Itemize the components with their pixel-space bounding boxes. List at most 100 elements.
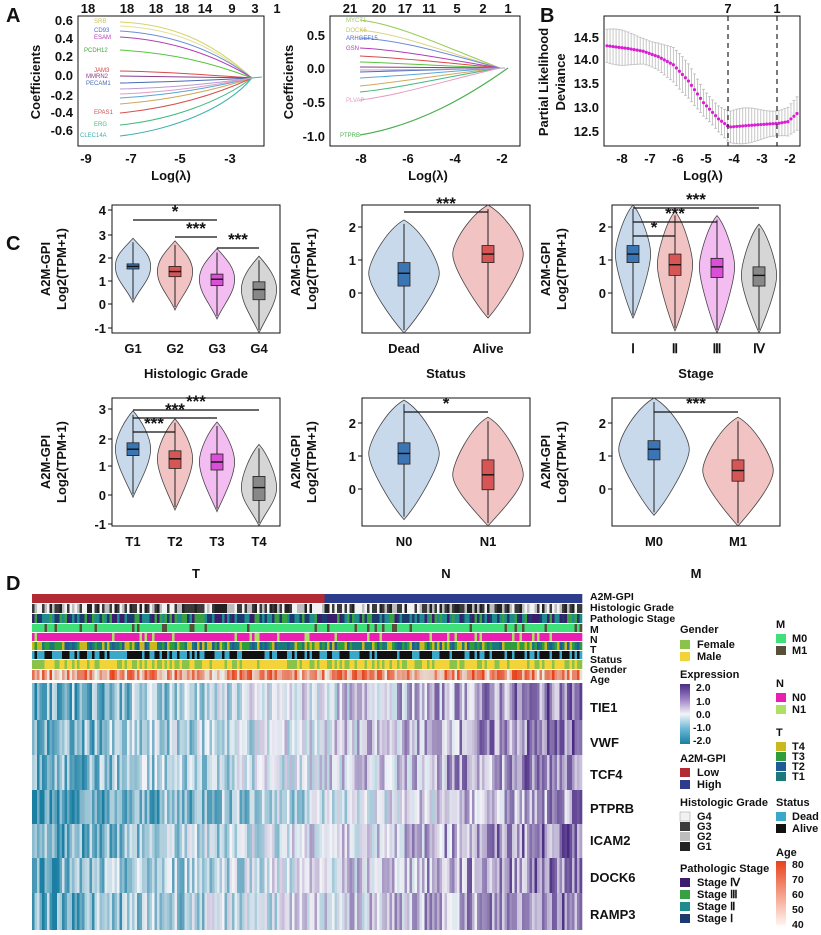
heatmap-cell: [324, 755, 328, 790]
annotation-cell: [179, 594, 183, 603]
heatmap-cell: [554, 893, 558, 930]
heatmap-cell: [414, 893, 418, 930]
annotation-cell: [224, 594, 228, 603]
heatmap-cell: [347, 790, 350, 824]
heatmap-cell: [529, 893, 533, 930]
annotation-cell: [52, 624, 55, 632]
annotation-cell: [259, 633, 263, 641]
heatmap-cell: [54, 720, 58, 755]
annotation-cell: [264, 604, 268, 613]
heatmap-cell: [422, 755, 425, 790]
annotation-cell: [354, 604, 358, 613]
annotation-cell: [54, 594, 58, 603]
heatmap-cell: [467, 683, 470, 720]
annotation-cell: [277, 670, 280, 680]
annotation-cell: [257, 594, 260, 603]
annotation-cell: [227, 670, 230, 680]
annotation-cell: [169, 633, 173, 641]
heatmap-cell: [44, 858, 48, 893]
heatmap-cell: [424, 720, 428, 755]
annotation-cell: [72, 642, 75, 650]
annotation-cell: [404, 624, 408, 632]
annotation-cell: [507, 604, 510, 613]
heatmap-cell: [572, 893, 575, 930]
annotation-cell: [154, 642, 158, 650]
heatmap-cell: [282, 755, 285, 790]
x-ticks: -9 -7 -5 -3: [80, 151, 236, 166]
annotation-cell: [64, 660, 68, 669]
annotation-cell: [372, 660, 375, 669]
annotation-cell: [274, 651, 278, 659]
heatmap-cell: [419, 893, 423, 930]
annotation-cell: [282, 642, 285, 650]
heatmap-cell: [117, 790, 120, 824]
annotation-cell: [332, 670, 335, 680]
annotation-cell: [229, 642, 233, 650]
heatmap-cell: [362, 683, 365, 720]
annotation-cell: [537, 633, 540, 641]
annotation-cell: [389, 642, 393, 650]
heatmap-cell: [59, 790, 63, 824]
annotation-cell: [362, 642, 365, 650]
annotation-cell: [237, 633, 240, 641]
annotation-cell: [157, 614, 160, 623]
heatmap-cell: [494, 858, 498, 893]
annotation-cell: [269, 594, 273, 603]
annotation-cell: [579, 614, 583, 623]
heatmap-cell: [409, 858, 413, 893]
annotation-cell: [319, 594, 323, 603]
heatmap-cell: [224, 683, 228, 720]
annotation-cell: [449, 614, 453, 623]
gene-label: CD93: [94, 28, 110, 34]
heatmap-cell: [452, 720, 455, 755]
heatmap-cell: [384, 683, 388, 720]
coef-path: [359, 47, 501, 69]
heatmap-cell: [87, 824, 90, 858]
heatmap-cell: [534, 893, 538, 930]
legend-title: A2M-GPI: [680, 753, 726, 765]
heatmap-cell: [334, 755, 338, 790]
annotation-cell: [192, 651, 195, 659]
heatmap-cell: [324, 683, 328, 720]
heatmap-cell: [357, 755, 360, 790]
track-label: T: [590, 644, 597, 656]
heatmap-cell: [294, 755, 298, 790]
cv-point: [671, 63, 675, 67]
heatmap-cell: [97, 683, 100, 720]
annotation-cell: [544, 651, 548, 659]
annotation-cell: [464, 642, 468, 650]
heatmap-cell: [222, 824, 225, 858]
annotation-cell: [157, 642, 160, 650]
annotation-cell: [317, 614, 320, 623]
x-tick: T3: [209, 534, 224, 549]
heatmap-cell: [77, 720, 80, 755]
heatmap-cell: [529, 755, 533, 790]
heatmap-cell: [149, 790, 153, 824]
annotation-cell: [104, 651, 108, 659]
heatmap-cell: [132, 720, 135, 755]
annotation-cell: [189, 594, 193, 603]
cv-point: [617, 45, 621, 49]
heatmap-cell: [144, 790, 148, 824]
annotation-cell: [534, 660, 538, 669]
annotation-cell: [54, 651, 58, 659]
annotation-cell: [67, 660, 70, 669]
heatmap-cell: [159, 824, 163, 858]
heatmap-cell: [242, 858, 245, 893]
heatmap-cell: [162, 824, 165, 858]
y-tick: 13.5: [574, 76, 599, 91]
annotation-cell: [142, 660, 145, 669]
heatmap-cell: [327, 824, 330, 858]
annotation-cell: [42, 651, 45, 659]
heatmap-cell: [97, 893, 100, 930]
annotation-cell: [349, 670, 353, 680]
annotation-cell: [239, 594, 243, 603]
annotation-cell: [394, 660, 398, 669]
annotation-cell: [519, 670, 523, 680]
heatmap-cell: [199, 720, 203, 755]
heatmap-cell: [357, 858, 360, 893]
heatmap-cell: [194, 893, 198, 930]
heatmap-cell: [267, 755, 270, 790]
heatmap-cell: [47, 858, 50, 893]
